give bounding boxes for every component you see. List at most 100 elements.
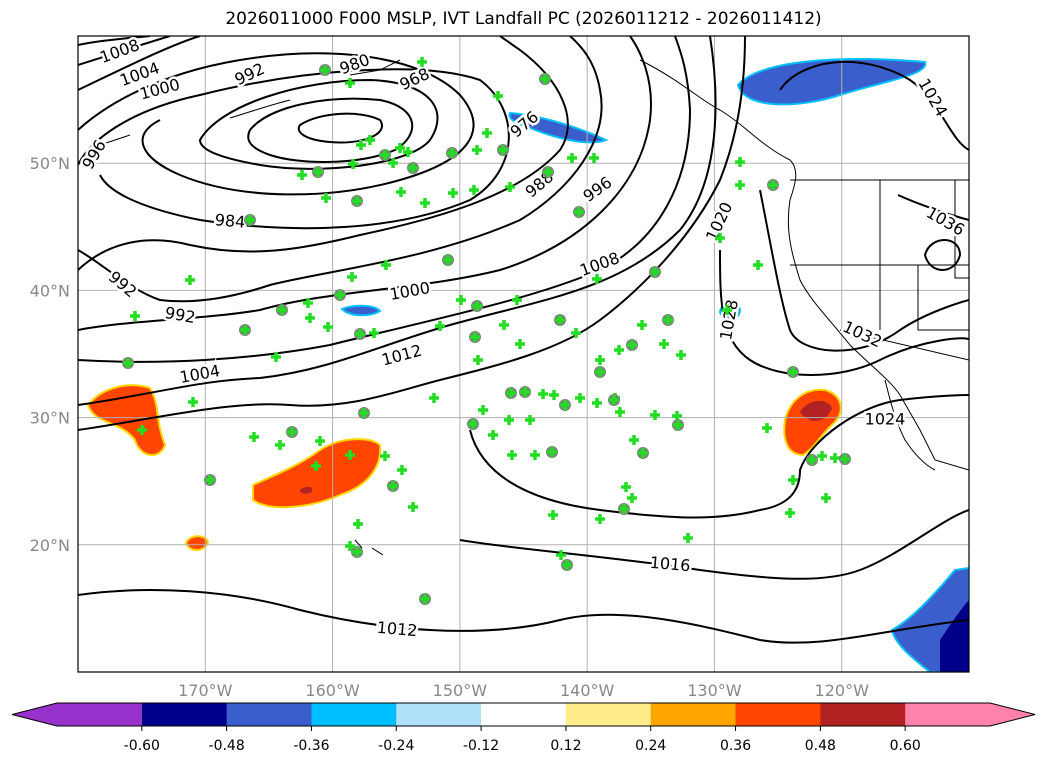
landfall-marker <box>594 366 606 378</box>
landfall-marker <box>683 533 693 543</box>
lat-label: 40°N <box>30 281 70 300</box>
landfall-marker <box>504 415 514 425</box>
landfall-marker <box>785 508 795 518</box>
landfall-marker <box>621 482 631 492</box>
landfall-marker <box>303 298 313 308</box>
lat-label: 20°N <box>30 536 70 555</box>
axis-labels: 50°N 40°N 30°N 20°N 170°W 160°W 150°W 140°W 130°… <box>30 154 869 700</box>
landfall-marker <box>787 366 799 378</box>
landfall-marker <box>530 450 540 460</box>
landfall-marker <box>188 397 198 407</box>
landfall-marker <box>649 266 661 278</box>
colorbar-bin <box>565 703 652 726</box>
graticule <box>78 36 969 672</box>
landfall-marker <box>297 170 307 180</box>
landfall-marker <box>595 355 605 365</box>
landfall-marker <box>512 295 522 305</box>
colorbar-extend-min <box>12 703 142 726</box>
landfall-marker <box>271 352 281 362</box>
landfall-marker <box>637 447 649 459</box>
contour-label: 1012 <box>376 618 418 640</box>
landfall-marker <box>345 450 355 460</box>
ivt-negative-region <box>340 304 382 317</box>
landfall-marker <box>305 313 315 323</box>
colorbar-tick-label: -0.24 <box>378 738 414 754</box>
landfall-marker <box>419 593 431 605</box>
ivt-positive-region <box>184 535 210 551</box>
landfall-marker <box>456 295 466 305</box>
landfall-marker <box>381 260 391 270</box>
landfall-marker <box>408 502 418 512</box>
landfall-marker <box>735 157 745 167</box>
landfall-marker <box>249 432 259 442</box>
landfall-marker <box>538 389 548 399</box>
landfall-marker <box>239 324 251 336</box>
landfall-marker <box>525 415 535 425</box>
landfall-marker <box>559 399 571 411</box>
landfall-marker <box>446 147 458 159</box>
landfall-marker <box>497 144 509 156</box>
landfall-marker <box>659 339 669 349</box>
landfall-marker <box>348 159 358 169</box>
landfall-marker <box>315 436 325 446</box>
colorbar-tick-label: 0.48 <box>805 738 836 754</box>
coastlines <box>99 59 969 556</box>
landfall-marker <box>321 193 331 203</box>
landfall-marker <box>351 546 363 558</box>
landfall-marker <box>478 405 488 415</box>
landfall-marker <box>571 328 581 338</box>
landfall-marker <box>821 493 831 503</box>
contour-label: 984 <box>214 210 246 232</box>
landfall-marker <box>448 188 458 198</box>
colorbar: -0.60 -0.48 -0.36 -0.24 -0.12 0.12 0.24 0.36 0.4… <box>11 702 1036 754</box>
map-frame <box>77 35 970 673</box>
landfall-marker <box>556 550 566 560</box>
landfall-marker <box>554 314 566 326</box>
landfall-marker <box>312 166 324 178</box>
landfall-marker <box>662 314 674 326</box>
colorbar-bin <box>820 703 906 726</box>
landfall-marker <box>354 328 366 340</box>
landfall-marker <box>471 300 483 312</box>
contour-label: 1024 <box>865 410 906 429</box>
landfall-marker <box>137 425 147 435</box>
landfall-marker <box>388 158 398 168</box>
lon-label: 160°W <box>305 681 360 700</box>
landfall-marker <box>379 149 391 161</box>
colorbar-tick-label: -0.36 <box>293 738 329 754</box>
landfall-marker <box>499 320 509 330</box>
landfall-marker <box>334 289 346 301</box>
landfall-marker <box>573 206 585 218</box>
landfall-marker <box>615 407 625 417</box>
landfall-marker <box>472 145 482 155</box>
landfall-marker <box>546 446 558 458</box>
landfall-marker <box>629 435 639 445</box>
colorbar-tick-label: -0.60 <box>124 738 160 754</box>
lon-label: 130°W <box>687 681 742 700</box>
landfall-marker <box>806 454 818 466</box>
ivt-negative-region <box>508 111 609 144</box>
landfall-marker <box>505 387 517 399</box>
landfall-marker <box>311 461 321 471</box>
ivt-negative-core <box>940 600 969 672</box>
landfall-marker <box>365 135 375 145</box>
landfall-marker <box>589 153 599 163</box>
landfall-markers <box>122 57 851 605</box>
landfall-marker <box>753 260 763 270</box>
colorbar-bin <box>396 703 482 726</box>
landfall-marker <box>482 128 492 138</box>
landfall-marker <box>395 143 405 153</box>
landfall-marker <box>130 311 140 321</box>
landfall-marker <box>276 304 288 316</box>
landfall-marker <box>614 345 624 355</box>
lon-label: 120°W <box>815 681 870 700</box>
colorbar-tick-label: -0.12 <box>463 738 499 754</box>
landfall-marker <box>608 394 620 406</box>
landfall-marker <box>788 475 798 485</box>
lon-label: 140°W <box>560 681 615 700</box>
landfall-marker <box>592 274 602 284</box>
colorbar-extend-max <box>905 703 1035 726</box>
landfall-marker <box>715 233 725 243</box>
landfall-marker <box>561 559 573 571</box>
landfall-marker <box>358 407 370 419</box>
